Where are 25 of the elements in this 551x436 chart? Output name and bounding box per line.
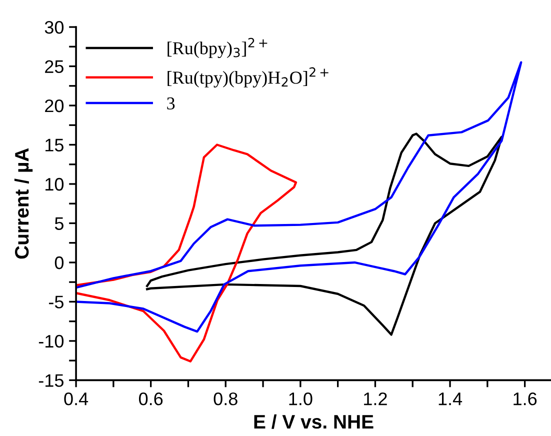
- legend-label: [Ru(bpy)$_{3}$]$^{2+}$: [168, 38, 268, 58]
- y-tick-label: 20: [45, 99, 64, 112]
- y-tick-label: 25: [45, 60, 64, 73]
- x-tick-label: 1.0: [289, 392, 312, 406]
- x-tick-label: 0.8: [214, 392, 238, 406]
- y-tick-label: 30: [44, 20, 64, 34]
- legend-label: [Ru(tpy)(bpy)H$_{2}$O]$^{2+}$: [168, 67, 328, 88]
- x-tick-label: 0.4: [64, 392, 88, 406]
- y-axis-title: Current / µA: [14, 148, 33, 259]
- y-tick-label: -15: [38, 374, 64, 387]
- y-tick-label: -5: [48, 296, 64, 308]
- x-axis-title: E / V vs. NHE: [254, 414, 374, 429]
- y-tick-label: -10: [38, 334, 64, 348]
- x-tick-label: 1.4: [438, 392, 462, 406]
- x-tick-label: 1.2: [364, 392, 387, 406]
- y-tick-label: 0: [54, 256, 64, 270]
- x-tick-label: 0.6: [138, 392, 163, 406]
- y-tick-label: 5: [54, 217, 64, 230]
- legend-label: 3: [167, 97, 175, 110]
- x-tick-label: 1.6: [514, 392, 537, 406]
- y-tick-label: 15: [46, 138, 64, 152]
- y-tick-label: 10: [46, 178, 64, 191]
- line-series: [146, 132, 503, 336]
- line-series: [76, 144, 298, 362]
- line-series: [76, 61, 522, 333]
